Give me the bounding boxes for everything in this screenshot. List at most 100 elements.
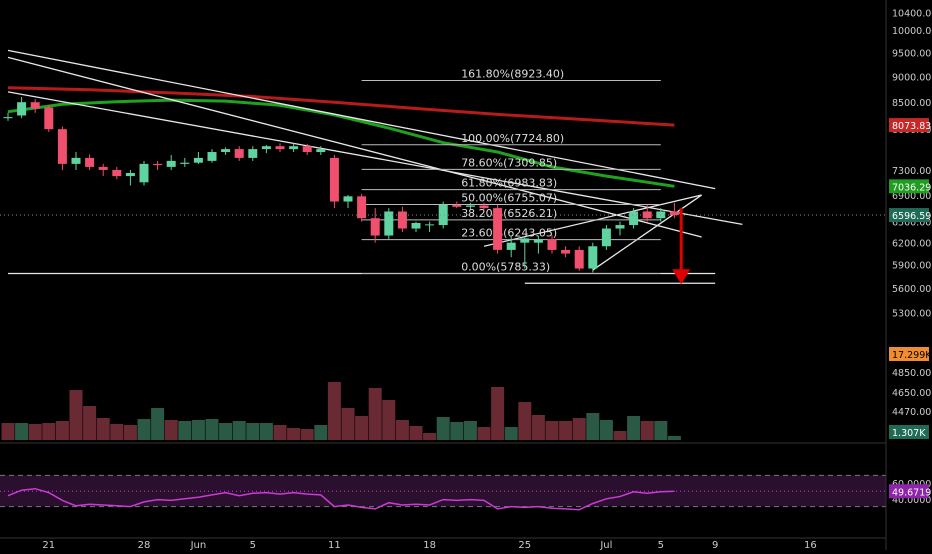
rsi-current-tag-bg	[889, 484, 929, 499]
volume-bar	[477, 427, 491, 440]
trendline	[7, 49, 716, 190]
volume-bar	[55, 421, 69, 440]
volume-bar	[259, 423, 273, 440]
volume-bar	[96, 418, 110, 440]
fib-level-label: 23.60%(6243.05)	[461, 227, 557, 240]
candle-body	[561, 249, 571, 254]
current-price-tag-text: 6596.59	[892, 211, 931, 222]
ma-long-tag-bg	[889, 118, 929, 133]
volume-bar	[232, 421, 246, 440]
x-tick-label: 28	[138, 540, 151, 550]
volume-bar	[450, 422, 464, 440]
candle-body	[248, 149, 258, 158]
candle-body	[343, 196, 353, 202]
volume-bar	[423, 433, 437, 440]
candle-body	[479, 205, 489, 209]
volume-bar	[531, 415, 545, 440]
candle-body	[139, 163, 149, 183]
price-tick-label: 5600.00	[892, 284, 931, 295]
volume-bar	[123, 425, 137, 440]
candle-body	[289, 146, 299, 150]
candle-body	[302, 146, 312, 153]
candle-body	[493, 208, 503, 250]
candle-body	[370, 218, 380, 236]
volume-bar	[137, 419, 151, 440]
candle-body	[3, 117, 13, 119]
volume-bar	[178, 421, 192, 440]
volume-last-tag-bg	[889, 425, 929, 439]
volume-bar	[191, 420, 205, 440]
candle-body	[411, 222, 421, 229]
volume-bar	[246, 423, 260, 440]
candle-body	[465, 205, 475, 207]
price-tick-label: 9000.00	[892, 73, 931, 84]
current-price-tag: 6596.59	[889, 208, 931, 223]
volume-bar	[545, 421, 559, 440]
candle-body	[452, 204, 462, 207]
volume-bar	[504, 427, 518, 440]
x-tick-label: Jun	[190, 540, 207, 550]
volume-current-tag-bg	[889, 347, 929, 361]
ma-short-tag: 7036.29	[889, 179, 931, 194]
candle-body	[425, 224, 435, 226]
x-axis: 21 28 Jun 5 11 18 25 Jul 5 9 16	[42, 540, 817, 551]
volume-bar	[368, 388, 382, 440]
x-tick-label: 5	[250, 540, 256, 550]
volume-bar	[382, 400, 396, 440]
volume-bar	[395, 420, 409, 440]
volume-bar	[627, 416, 641, 440]
candle-body	[588, 246, 598, 269]
candle-body	[642, 211, 652, 219]
x-tick-label: 18	[423, 540, 436, 550]
volume-bars	[1, 382, 681, 440]
candle-body	[166, 160, 176, 167]
candle-body	[193, 157, 203, 163]
candle-body	[30, 102, 40, 109]
volume-bar	[436, 417, 450, 440]
candle-body	[71, 157, 81, 164]
price-tick-label: 5900.00	[892, 261, 931, 272]
candle-body	[629, 211, 639, 226]
volume-current-tag-text: 17.299K	[892, 350, 932, 361]
candle-body	[180, 162, 190, 164]
candle-body	[98, 166, 108, 170]
candle-body	[574, 249, 584, 269]
candle-body	[112, 169, 122, 177]
volume-bar	[491, 387, 505, 440]
ma-long-line	[7, 86, 675, 127]
x-tick-label: 25	[518, 540, 531, 550]
volume-tick-label: 4470.00	[892, 407, 931, 418]
price-tick-label: 7300.00	[892, 166, 931, 177]
volume-bar	[559, 421, 573, 440]
ma-long-tag: 8073.83	[889, 118, 931, 133]
volume-bar	[287, 428, 301, 440]
price-tick-label: 10400.00	[892, 8, 932, 19]
candle-body	[384, 211, 394, 236]
volume-bar	[273, 425, 287, 440]
candle-body	[615, 225, 625, 229]
price-tick-label: 5300.00	[892, 308, 931, 319]
price-tick-label: 6200.00	[892, 239, 931, 250]
candle-body	[506, 242, 516, 250]
x-tick-label: 16	[804, 540, 817, 550]
candle-body	[438, 204, 448, 226]
volume-bar	[572, 418, 586, 440]
volume-bar	[28, 424, 42, 440]
rsi-line	[7, 487, 675, 511]
trendline	[7, 91, 743, 226]
volume-bar	[667, 436, 681, 440]
ma-short-tag-bg	[889, 179, 929, 194]
volume-last-tag: 1.307K	[889, 425, 929, 439]
volume-bar	[640, 421, 654, 440]
candle-body	[17, 102, 27, 116]
ma-long-tag-text: 8073.83	[892, 121, 931, 132]
candle-body	[329, 157, 339, 202]
price-tick-label: 6900.00	[892, 191, 931, 202]
candles	[3, 96, 679, 273]
price-tick-label: 9500.00	[892, 49, 931, 60]
candle-body	[234, 149, 244, 158]
candle-body	[125, 173, 135, 177]
x-tick-label: 21	[42, 540, 55, 550]
candle-body	[357, 196, 367, 219]
